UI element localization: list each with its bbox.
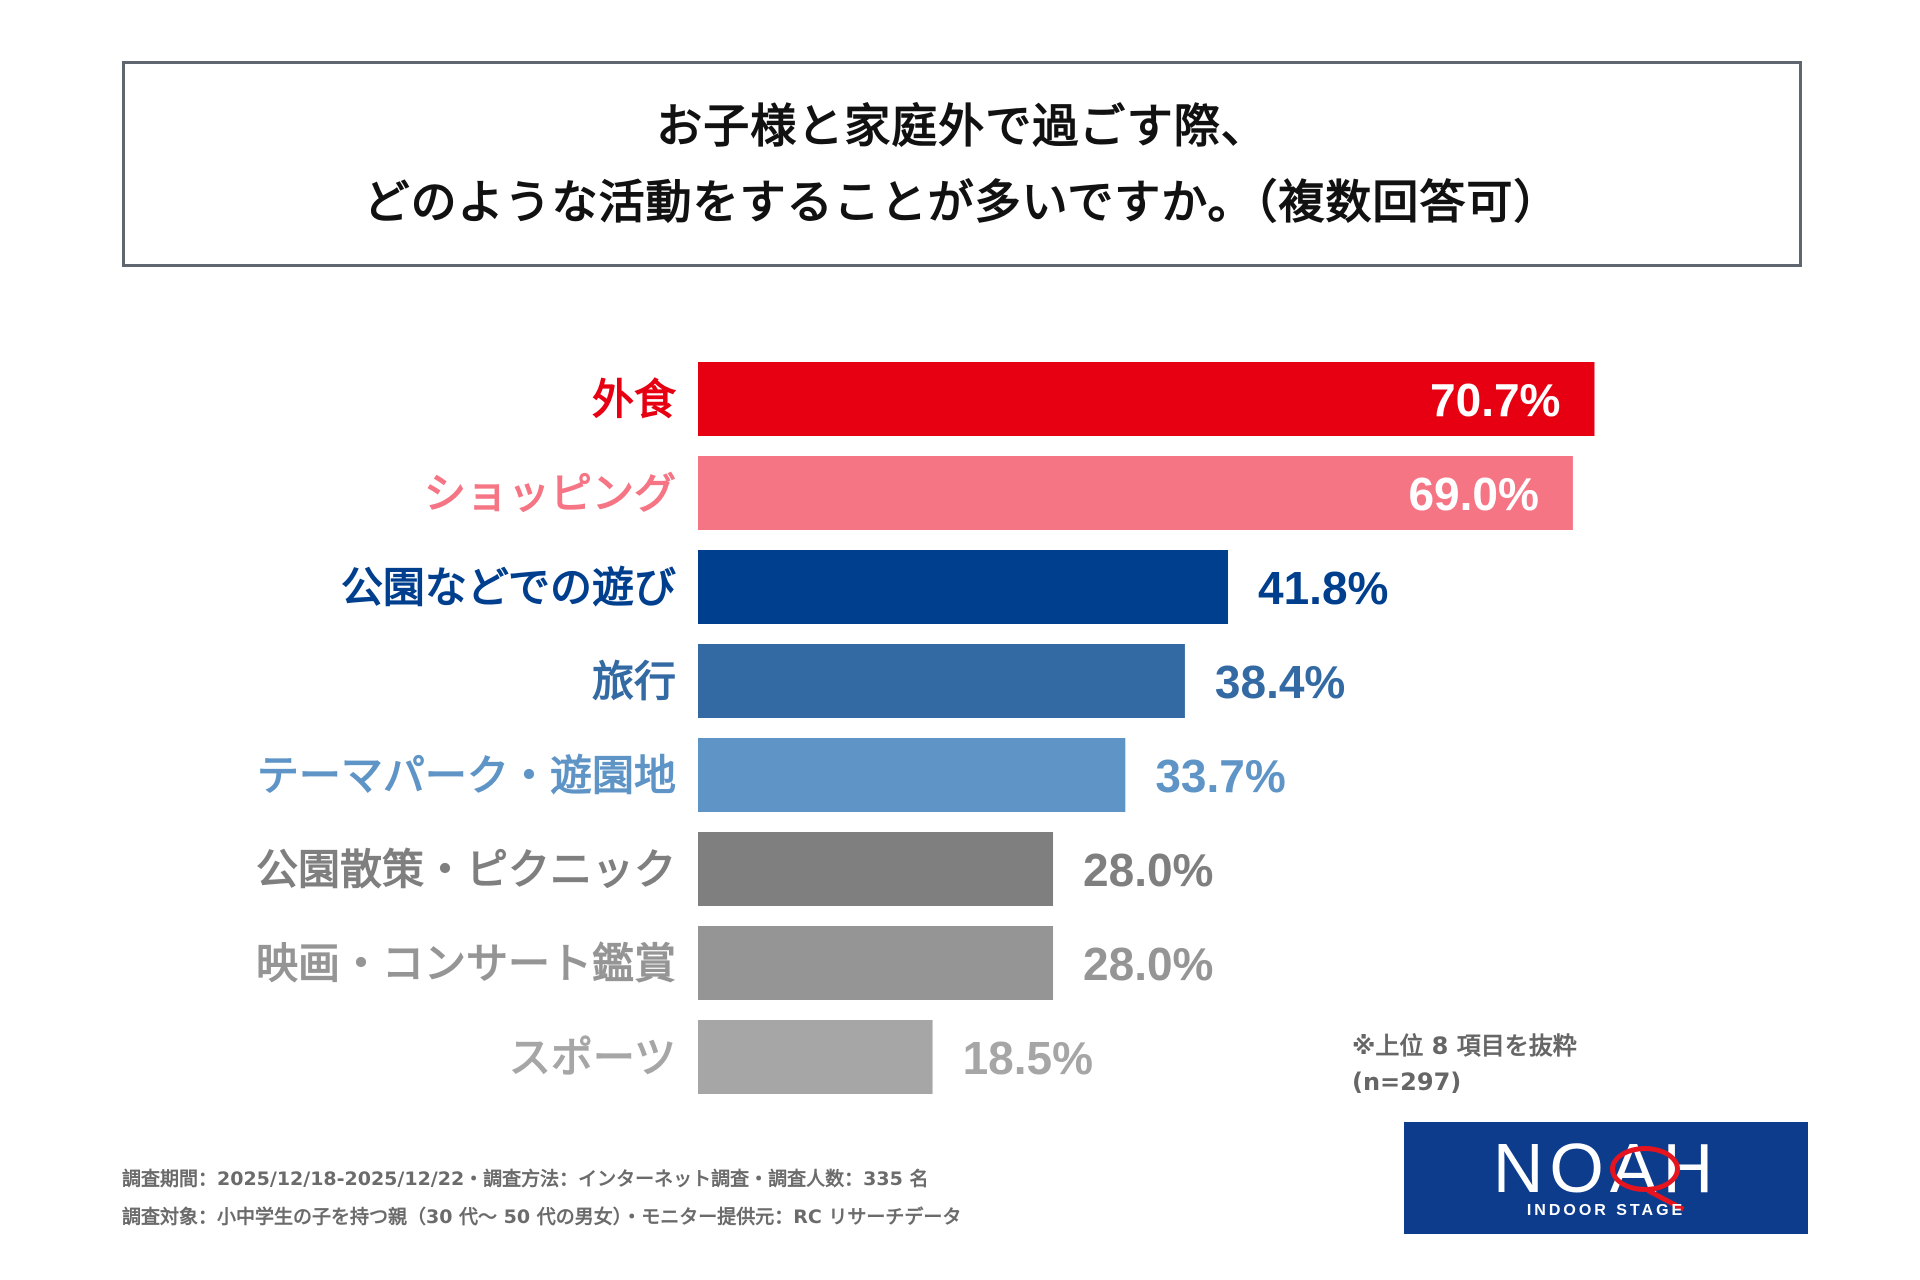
category-label-0: 外食: [592, 375, 677, 424]
title-line-1: お子様と家庭外で過ごす際、: [656, 99, 1268, 153]
bar-1: [698, 456, 1573, 530]
value-label-4: 33.7%: [1155, 750, 1285, 802]
value-label-0: 70.7%: [1430, 374, 1560, 426]
category-label-5: 公園散策・ピクニック: [256, 845, 676, 894]
value-label-5: 28.0%: [1083, 844, 1213, 896]
bar-chart: 外食 70.7% ショッピング 69.0% 公園などでの遊び 41.8% 旅行 38.4% テー…: [256, 362, 1595, 1094]
category-label-6: 映画・コンサート鑑賞: [256, 939, 676, 988]
category-label-2: 公園などでの遊び: [341, 563, 676, 612]
logo-text: NOAH: [1492, 1129, 1720, 1207]
category-label-1: ショッピング: [424, 469, 676, 518]
title-line-2: どのような活動をすることが多いですか。（複数回答可）: [363, 175, 1561, 229]
note-sample-size: (n=297): [1352, 1068, 1462, 1096]
footer-survey-info: 調査期間：2025/12/18-2025/12/22・調査方法：インターネット調…: [122, 1168, 929, 1190]
footer-survey-target: 調査対象：小中学生の子を持つ親（30 代～ 50 代の男女）・モニター提供元：R…: [122, 1206, 962, 1228]
category-label-4: テーマパーク・遊園地: [257, 751, 676, 800]
logo-subtext: INDOOR STAGE: [1526, 1202, 1686, 1219]
category-label-3: 旅行: [592, 657, 676, 706]
bar-7: [698, 1020, 933, 1094]
bar-0: [698, 362, 1595, 436]
value-label-6: 28.0%: [1083, 938, 1213, 990]
value-label-7: 18.5%: [963, 1032, 1093, 1084]
value-label-2: 41.8%: [1258, 562, 1388, 614]
category-label-7: スポーツ: [509, 1033, 676, 1082]
note-top-items: ※上位 8 項目を抜粋: [1352, 1032, 1577, 1060]
noah-logo: NOAH INDOOR STAGE: [1404, 1122, 1808, 1234]
bar-4: [698, 738, 1126, 812]
bar-6: [698, 926, 1054, 1000]
value-label-1: 69.0%: [1408, 468, 1538, 520]
bar-2: [698, 550, 1229, 624]
bar-3: [698, 644, 1185, 718]
title-box: お子様と家庭外で過ごす際、 どのような活動をすることが多いですか。（複数回答可）: [122, 61, 1802, 267]
value-label-3: 38.4%: [1215, 656, 1345, 708]
bar-5: [698, 832, 1054, 906]
racket-icon: [1610, 1146, 1680, 1192]
